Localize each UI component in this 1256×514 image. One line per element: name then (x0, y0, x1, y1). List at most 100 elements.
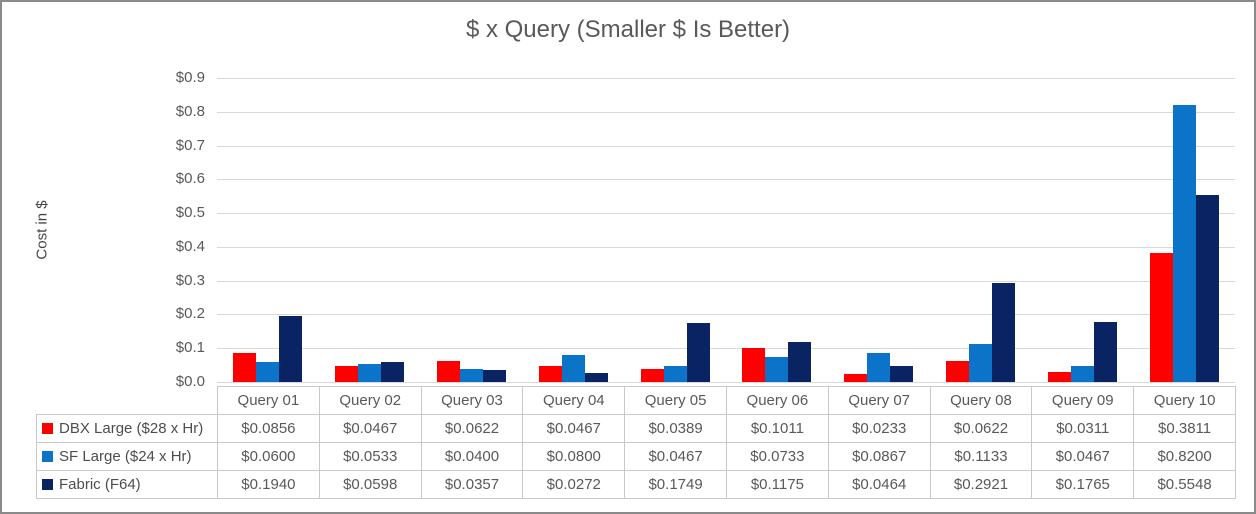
bar (381, 361, 405, 382)
value-cell: $0.1133 (929, 442, 1033, 471)
bar (1070, 366, 1094, 382)
chart-title: $ x Query (Smaller $ Is Better) (465, 16, 791, 43)
bar (459, 368, 483, 382)
bar (991, 283, 1015, 382)
bar (233, 353, 257, 382)
bar-group-query-07 (828, 78, 930, 382)
bar (765, 357, 789, 382)
bar-groups (217, 78, 1235, 382)
value-cell: $0.1175 (725, 470, 829, 499)
legend-cell: Fabric (F64) (36, 470, 218, 499)
table-header-row: Query 01 Query 02 Query 03 Query 04 Query 05… (37, 386, 1236, 415)
value-cell: $0.0467 (1031, 442, 1135, 471)
column-header: Query 06 (725, 386, 829, 415)
data-table: Query 01 Query 02 Query 03 Query 04 Query 05… (36, 386, 1236, 499)
bar-group-query-10 (1133, 78, 1235, 382)
column-header: Query 03 (420, 386, 524, 415)
bar (788, 342, 812, 382)
gridline (217, 314, 1235, 316)
value-cell: $0.3811 (1133, 414, 1236, 443)
y-tick-label: $0.9 (175, 69, 205, 86)
gridline (217, 213, 1235, 215)
bar (256, 361, 280, 382)
bar (640, 368, 664, 382)
bar (1195, 194, 1219, 382)
bar (1149, 253, 1173, 382)
bar (663, 366, 687, 382)
value-cell: $0.0856 (217, 414, 320, 443)
bar (867, 352, 891, 382)
value-cell: $0.2921 (929, 470, 1033, 499)
value-cell: $0.0867 (827, 442, 931, 471)
legend-swatch-icon (42, 479, 53, 490)
value-cell: $0.0622 (929, 414, 1033, 443)
bar-group-query-04 (522, 78, 624, 382)
bar (482, 369, 506, 382)
y-tick-label: $0.7 (175, 136, 205, 154)
bar (358, 364, 382, 382)
bar (945, 361, 969, 382)
value-cell: $0.0622 (420, 414, 524, 443)
y-tick-label: $0.1 (175, 339, 205, 357)
value-cell: $0.1765 (1031, 470, 1135, 499)
column-header: Query 04 (522, 386, 626, 415)
value-cell: $0.0598 (318, 470, 422, 499)
value-cell: $0.1011 (725, 414, 829, 443)
gridline (217, 111, 1235, 113)
value-cell: $0.1749 (624, 470, 727, 499)
value-cell: $0.0311 (1031, 414, 1135, 443)
bar (279, 316, 303, 382)
y-axis-tick-labels: $0.0 $0.1 $0.2 $0.3 $0.4 $0.5 $0.6 $0.7 $0.8 $0.9 (147, 69, 205, 390)
bar-group-query-09 (1031, 78, 1133, 382)
bar (844, 374, 868, 382)
bar (1047, 371, 1071, 382)
y-tick-label: $0.8 (175, 102, 205, 120)
value-cell: $0.0733 (725, 442, 829, 471)
legend-cell: DBX Large ($28 x Hr) (36, 414, 218, 443)
gridline (217, 145, 1235, 147)
column-header: Query 02 (318, 386, 422, 415)
column-header: Query 09 (1031, 386, 1135, 415)
value-cell: $0.0600 (217, 442, 320, 471)
bar (436, 361, 460, 382)
y-tick-label: $0.5 (175, 204, 205, 222)
value-cell: $0.0357 (420, 470, 524, 499)
bar-group-query-08 (930, 78, 1032, 382)
table-row: DBX Large ($28 x Hr) $0.0856 $0.0467 $0.062… (36, 414, 1236, 443)
table-corner-cell (37, 387, 218, 415)
bar (890, 366, 914, 382)
bar-group-query-01 (217, 78, 319, 382)
y-tick-label: $0.3 (175, 271, 205, 289)
value-cell: $0.1940 (217, 470, 320, 499)
bar (1172, 105, 1196, 382)
column-header: Query 05 (624, 386, 727, 415)
gridline (217, 382, 1235, 383)
column-header: Query 10 (1133, 386, 1236, 415)
table-row: Fabric (F64) $0.1940 $0.0598 $0.0357 $0.0272… (36, 470, 1236, 499)
gridline (217, 246, 1235, 248)
legend-swatch-icon (42, 423, 53, 434)
bar (584, 372, 608, 382)
value-cell: $0.0233 (827, 414, 931, 443)
bar-group-query-02 (319, 78, 421, 382)
column-header: Query 01 (217, 386, 320, 415)
bar-group-query-03 (421, 78, 523, 382)
value-cell: $0.0389 (624, 414, 727, 443)
gridline (217, 348, 1235, 350)
y-axis-title: Cost in $ (33, 200, 51, 260)
bar-group-query-05 (624, 78, 726, 382)
value-cell: $0.8200 (1133, 442, 1236, 471)
y-tick-label: $0.2 (175, 305, 205, 323)
bar (538, 366, 562, 382)
gridline (217, 280, 1235, 282)
gridline (217, 78, 1235, 79)
bar (742, 347, 766, 382)
column-header: Query 08 (929, 386, 1033, 415)
value-cell: $0.0400 (420, 442, 524, 471)
column-header: Query 07 (827, 386, 931, 415)
value-cell: $0.0533 (318, 442, 422, 471)
y-tick-label: $0.4 (175, 237, 205, 255)
table-row: SF Large ($24 x Hr) $0.0600 $0.0533 $0.0400… (36, 442, 1236, 471)
value-cell: $0.0800 (522, 442, 626, 471)
